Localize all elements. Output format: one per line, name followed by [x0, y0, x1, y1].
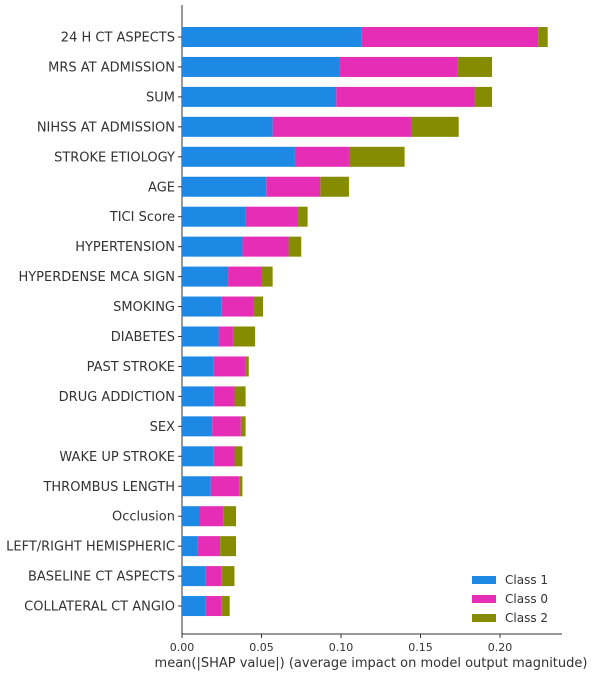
category-label: THROMBUS LENGTH [42, 480, 175, 495]
category-label: DRUG ADDICTION [59, 390, 175, 405]
bar-class-0 [197, 536, 221, 557]
bar-class-2 [234, 386, 246, 407]
bar-class-2 [474, 86, 493, 107]
x-tick-label: 0.10 [329, 641, 354, 654]
bar-class-2 [240, 416, 246, 437]
bar-class-2 [261, 266, 273, 287]
bar-class-2 [298, 206, 308, 227]
x-tick-label: 0.00 [170, 641, 195, 654]
category-label: SUM [146, 90, 175, 105]
category-label: PAST STROKE [87, 360, 175, 375]
x-tick-label: 0.05 [249, 641, 274, 654]
category-label: AGE [148, 180, 175, 195]
category-label: Occlusion [112, 510, 175, 525]
bar-class-2 [221, 596, 230, 617]
x-tick-label: 0.20 [488, 641, 513, 654]
bar-class-1 [182, 296, 222, 317]
bar-class-2 [538, 27, 548, 47]
bar-class-0 [210, 476, 240, 497]
bar-class-0 [213, 386, 235, 407]
bar-class-1 [182, 56, 340, 77]
bar-class-0 [205, 566, 222, 587]
bar-class-1 [182, 416, 213, 437]
bar-class-2 [253, 296, 264, 317]
category-label: WAKE UP STROKE [59, 450, 175, 465]
category-label: COLLATERAL CT ANGIO [24, 600, 175, 615]
category-label: NIHSS AT ADMISSION [37, 120, 175, 135]
legend-item-class-1: Class 1 [472, 570, 548, 589]
bar-class-1 [182, 116, 273, 137]
category-label: 24 H CT ASPECTS [61, 31, 175, 46]
legend: Class 1 Class 0 Class 2 [472, 570, 548, 627]
category-label: BASELINE CT ASPECTS [28, 570, 175, 585]
bar-class-2 [410, 116, 459, 137]
bar-class-1 [182, 356, 214, 377]
legend-swatch [472, 594, 496, 603]
legend-label: Class 1 [505, 572, 549, 587]
bar-class-1 [182, 236, 243, 257]
bar-class-0 [199, 506, 224, 527]
bar-class-0 [266, 176, 321, 197]
bar-class-1 [182, 506, 200, 527]
bar-class-2 [239, 476, 243, 497]
bar-class-1 [182, 386, 214, 407]
bar-class-2 [288, 236, 302, 257]
bar-class-0 [361, 27, 539, 47]
legend-item-class-0: Class 0 [472, 589, 548, 608]
bar-class-0 [212, 416, 241, 437]
bar-class-0 [213, 356, 246, 377]
bar-class-0 [242, 236, 289, 257]
bar-class-0 [339, 56, 458, 77]
bar-class-2 [223, 506, 237, 527]
x-axis-title: mean(|SHAP value|) (average impact on mo… [155, 656, 588, 671]
bar-class-1 [182, 176, 267, 197]
bar-class-2 [232, 326, 256, 347]
bar-class-0 [218, 326, 233, 347]
legend-label: Class 2 [505, 610, 549, 625]
bar-class-2 [220, 536, 237, 557]
bar-class-1 [182, 266, 229, 287]
bar-class-1 [182, 146, 295, 167]
legend-swatch [472, 575, 496, 584]
category-label: HYPERDENSE MCA SIGN [18, 270, 175, 285]
bar-class-2 [221, 566, 235, 587]
bar-class-1 [182, 86, 337, 107]
bar-class-2 [348, 146, 405, 167]
bar-class-1 [182, 566, 206, 587]
bar-class-1 [182, 206, 246, 227]
bar-class-1 [182, 27, 362, 47]
category-label: STROKE ETIOLOGY [54, 150, 175, 165]
bar-class-2 [457, 56, 493, 77]
legend-label: Class 0 [505, 591, 549, 606]
bar-class-1 [182, 476, 211, 497]
category-label: SEX [150, 420, 175, 435]
bar-class-0 [228, 266, 262, 287]
legend-swatch [472, 613, 496, 622]
bar-class-2 [245, 356, 249, 377]
category-label: TICI Score [109, 210, 175, 225]
bar-class-0 [245, 206, 299, 227]
category-label: DIABETES [111, 330, 175, 345]
bar-class-1 [182, 596, 206, 617]
bar-class-0 [205, 596, 222, 617]
bar-class-2 [320, 176, 349, 197]
x-tick-label: 0.15 [408, 641, 433, 654]
category-label: HYPERTENSION [75, 240, 175, 255]
bar-class-0 [221, 296, 254, 317]
bar-class-1 [182, 536, 198, 557]
category-label: LEFT/RIGHT HEMISPHERIC [6, 540, 175, 555]
legend-item-class-2: Class 2 [472, 608, 548, 627]
bar-class-1 [182, 326, 219, 347]
bar-class-2 [234, 446, 243, 467]
bar-class-0 [213, 446, 235, 467]
category-label: SMOKING [113, 300, 175, 315]
bar-class-0 [336, 86, 475, 107]
bar-class-0 [294, 146, 349, 167]
bar-class-1 [182, 446, 214, 467]
category-label: MRS AT ADMISSION [48, 60, 175, 75]
bar-class-0 [272, 116, 411, 137]
